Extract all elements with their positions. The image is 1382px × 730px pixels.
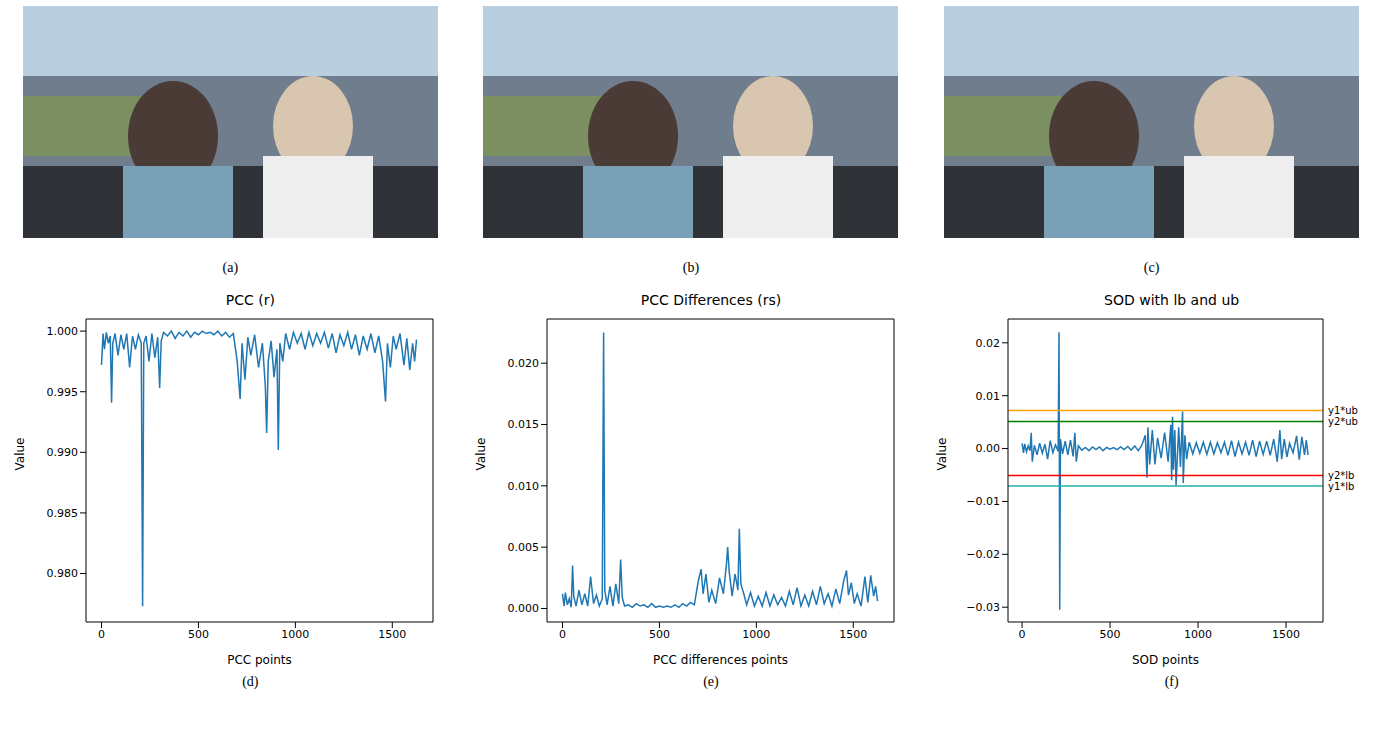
svg-text:0.005: 0.005	[507, 541, 539, 554]
svg-text:500: 500	[188, 628, 209, 641]
svg-text:1000: 1000	[742, 628, 770, 641]
svg-text:0.990: 0.990	[47, 446, 79, 459]
svg-text:1000: 1000	[1184, 628, 1212, 641]
svg-text:0.985: 0.985	[47, 507, 79, 520]
svg-text:1500: 1500	[839, 628, 867, 641]
svg-text:500: 500	[649, 628, 670, 641]
svg-text:y2*ub: y2*ub	[1328, 416, 1358, 427]
svg-text:0.020: 0.020	[507, 357, 539, 370]
svg-text:0.02: 0.02	[975, 337, 1000, 350]
html-text:PCC (r): PCC (r)	[225, 292, 275, 308]
svg-text:−0.03: −0.03	[966, 601, 1000, 614]
svg-text:500: 500	[1099, 628, 1120, 641]
svg-text:0.01: 0.01	[975, 390, 1000, 403]
svg-text:1000: 1000	[282, 628, 310, 641]
svg-text:y1*ub: y1*ub	[1328, 405, 1358, 416]
svg-text:1.000: 1.000	[47, 325, 79, 338]
html-text:PCC Differences (rs): PCC Differences (rs)	[640, 292, 782, 308]
svg-text:0.00: 0.00	[975, 442, 1000, 455]
svg-text:0: 0	[559, 628, 566, 641]
svg-text:1500: 1500	[379, 628, 407, 641]
html-text:(e): (e)	[703, 674, 719, 689]
svg-text:0.000: 0.000	[507, 602, 539, 615]
svg-text:0.995: 0.995	[47, 386, 79, 399]
svg-text:Value: Value	[14, 438, 28, 471]
svg-text:0.980: 0.980	[47, 567, 79, 580]
svg-text:y1*lb: y1*lb	[1328, 481, 1354, 492]
svg-text:PCC points: PCC points	[227, 653, 292, 667]
svg-text:−0.01: −0.01	[966, 495, 1000, 508]
svg-text:−0.02: −0.02	[966, 548, 1000, 561]
svg-text:0: 0	[1018, 628, 1025, 641]
html-text:SOD with lb and ub: SOD with lb and ub	[1104, 292, 1240, 308]
html-text:(a): (a)	[222, 260, 239, 275]
html-text:(f): (f)	[1164, 674, 1179, 689]
svg-text:0.015: 0.015	[507, 418, 539, 431]
html-text:(b): (b)	[682, 260, 700, 275]
svg-text:0: 0	[98, 628, 105, 641]
svg-text:1500: 1500	[1272, 628, 1300, 641]
svg-text:SOD points: SOD points	[1132, 653, 1199, 667]
svg-text:0.010: 0.010	[507, 480, 539, 493]
html-text:(c): (c)	[1143, 260, 1160, 275]
svg-text:Value: Value	[935, 438, 949, 471]
svg-text:Value: Value	[474, 438, 488, 471]
svg-text:PCC differences points: PCC differences points	[653, 653, 788, 667]
html-text:(d): (d)	[242, 674, 259, 689]
svg-text:y2*lb: y2*lb	[1328, 470, 1354, 481]
